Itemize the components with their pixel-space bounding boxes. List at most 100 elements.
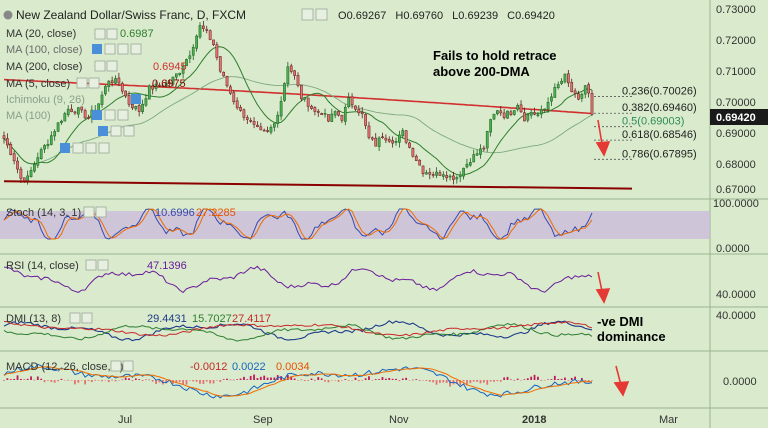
macd-hist-bar bbox=[442, 380, 445, 383]
extra-settings-icon-1[interactable] bbox=[110, 125, 122, 137]
candle-body bbox=[215, 44, 219, 58]
macd-hist-bar bbox=[13, 378, 16, 380]
candle-body bbox=[39, 149, 43, 159]
macd-hist-bar bbox=[455, 380, 458, 384]
extra-settings-icon-2[interactable] bbox=[72, 142, 84, 154]
extra-add-icon-1[interactable] bbox=[123, 125, 135, 137]
candle-body bbox=[168, 82, 171, 84]
ma5-eye-icon[interactable] bbox=[76, 77, 88, 89]
extra-add-icon-2[interactable] bbox=[85, 142, 97, 154]
candle-body bbox=[147, 85, 151, 100]
candle-body bbox=[171, 76, 175, 85]
macd-hist-bar bbox=[239, 378, 242, 380]
rsi-label: RSI (14, close) bbox=[6, 260, 79, 272]
macd-settings-icon[interactable] bbox=[122, 360, 134, 372]
candle-body bbox=[158, 84, 161, 87]
macd-hist-bar bbox=[415, 379, 418, 380]
ma100-more-icon[interactable] bbox=[130, 43, 142, 55]
stoch-settings-icon[interactable] bbox=[95, 206, 107, 218]
price-tick-068: 0.68000 bbox=[716, 159, 756, 171]
settings-icon[interactable] bbox=[315, 8, 328, 21]
candle-body bbox=[117, 77, 121, 84]
extra-more-icon-2[interactable] bbox=[98, 142, 110, 154]
candle-body bbox=[425, 172, 428, 175]
candle-body bbox=[516, 104, 520, 110]
candle-body bbox=[452, 175, 455, 180]
ma100b-eye-icon[interactable] bbox=[92, 110, 102, 120]
macd-hist-bar bbox=[114, 380, 117, 382]
macd-value: 0.0022 bbox=[232, 361, 266, 373]
macd-hist-bar bbox=[219, 380, 222, 383]
ma5-settings-icon[interactable] bbox=[88, 77, 100, 89]
candle-body bbox=[458, 174, 462, 178]
candle-body bbox=[124, 90, 128, 97]
extra-eye-icon-2[interactable] bbox=[60, 143, 70, 153]
time-axis[interactable]: Jul Sep Nov 2018 Mar bbox=[118, 414, 678, 426]
macd-hist-bar bbox=[165, 380, 168, 384]
candle-body bbox=[333, 111, 337, 116]
stoch-eye-icon[interactable] bbox=[83, 206, 95, 218]
macd-hist-bar bbox=[259, 376, 262, 380]
ma20-settings-icon[interactable] bbox=[106, 28, 118, 40]
ma100-eye-icon[interactable] bbox=[92, 44, 102, 54]
ma200-eye-icon[interactable] bbox=[94, 60, 106, 72]
stoch-d-value: 27.2285 bbox=[196, 207, 236, 219]
stoch-k-value: 10.6996 bbox=[155, 207, 195, 219]
candle-body bbox=[374, 137, 378, 147]
macd-hist-bar bbox=[411, 379, 414, 381]
collapse-icon[interactable] bbox=[3, 10, 13, 20]
candle-body bbox=[370, 137, 374, 140]
ichimoku-eye-icon[interactable] bbox=[131, 94, 141, 104]
candle-body bbox=[256, 124, 259, 127]
candle-body bbox=[161, 85, 165, 88]
annotation-dmi-line2: dominance bbox=[597, 329, 666, 344]
macd-hist-bar bbox=[378, 379, 381, 380]
candle-body bbox=[560, 80, 563, 84]
ohlc-readout: O0.69267 H0.69760 L0.69239 C0.69420 bbox=[338, 10, 555, 22]
ma20-eye-icon[interactable] bbox=[94, 28, 106, 40]
macd-hist-bar bbox=[77, 380, 80, 383]
ma100b-add-icon[interactable] bbox=[117, 109, 129, 121]
candle-body bbox=[218, 56, 222, 72]
candle-body bbox=[87, 117, 90, 119]
ma100b-settings-icon[interactable] bbox=[104, 109, 116, 121]
dmi-settings-icon[interactable] bbox=[81, 312, 93, 324]
candle-body bbox=[492, 113, 496, 120]
candle-body bbox=[276, 114, 280, 124]
stoch-band bbox=[0, 211, 710, 239]
candle-body bbox=[303, 97, 307, 100]
fibonacci-levels: 0.236(0.70026) 0.382(0.69460) 0.5(0.69003)… bbox=[594, 86, 697, 160]
macd-label: MACD (12, 26, close, 9) bbox=[6, 361, 123, 373]
macd-hist-bar bbox=[425, 380, 428, 381]
ma100-add-icon[interactable] bbox=[117, 43, 129, 55]
candle-body bbox=[36, 157, 40, 166]
extra-eye-icon-1[interactable] bbox=[98, 126, 108, 136]
visibility-icon[interactable] bbox=[301, 8, 314, 21]
dmi-legend: DMI (13, 8) 29.4431 15.7027 27.4117 bbox=[6, 312, 271, 325]
candle-body bbox=[489, 119, 492, 133]
macd-hist-bar bbox=[341, 380, 343, 381]
price-axis[interactable]: 0.73000 0.72000 0.71000 0.70000 0.69000 … bbox=[710, 4, 768, 388]
macd-hist-bar bbox=[462, 380, 465, 382]
macd-hist-bar bbox=[117, 380, 120, 381]
ma200-settings-icon[interactable] bbox=[106, 60, 118, 72]
rsi-eye-icon[interactable] bbox=[85, 259, 97, 271]
candle-body bbox=[391, 140, 394, 144]
macd-hist-bar bbox=[324, 380, 326, 382]
macd-hist-bar bbox=[47, 380, 49, 381]
fib-label: 0.5(0.69003) bbox=[622, 116, 684, 128]
macd-hist-bar bbox=[16, 375, 19, 380]
macd-hist-bar bbox=[212, 380, 215, 384]
price-tick-071: 0.71000 bbox=[716, 66, 756, 78]
candle-body bbox=[438, 172, 442, 176]
candle-body bbox=[418, 159, 422, 166]
candle-body bbox=[499, 110, 503, 114]
macd-eye-icon[interactable] bbox=[110, 360, 122, 372]
ma100-settings-icon[interactable] bbox=[104, 43, 116, 55]
rsi-settings-icon[interactable] bbox=[97, 259, 109, 271]
macd-hist-bar bbox=[87, 380, 90, 381]
dmi-eye-icon[interactable] bbox=[69, 312, 81, 324]
candle-body bbox=[16, 160, 19, 170]
